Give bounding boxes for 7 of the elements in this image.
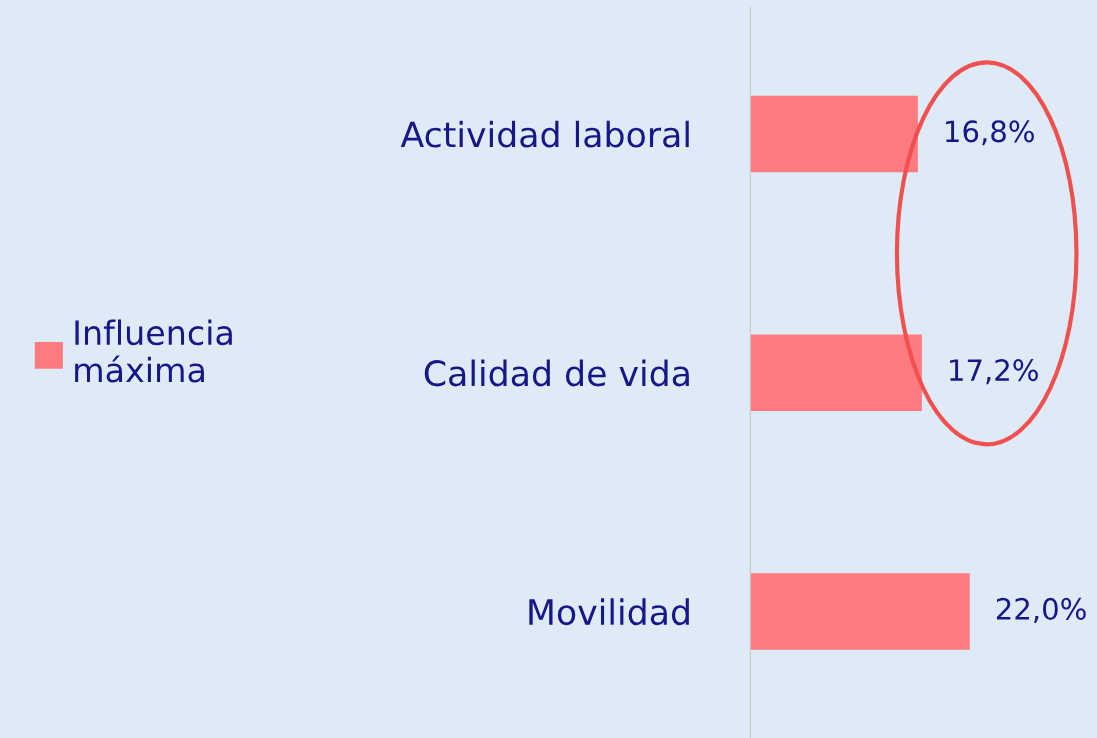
legend-label: Influencia máxima (75, 319, 232, 383)
data-label: 16,8% (946, 120, 1034, 146)
data-label: 17,2% (950, 359, 1038, 385)
data-label: 22,0% (996, 597, 1086, 623)
y-tick-label: Actividad laboral (400, 120, 689, 148)
y-tick-label: Movilidad (529, 598, 689, 626)
y-tick-label: Calidad de vida (424, 359, 689, 387)
